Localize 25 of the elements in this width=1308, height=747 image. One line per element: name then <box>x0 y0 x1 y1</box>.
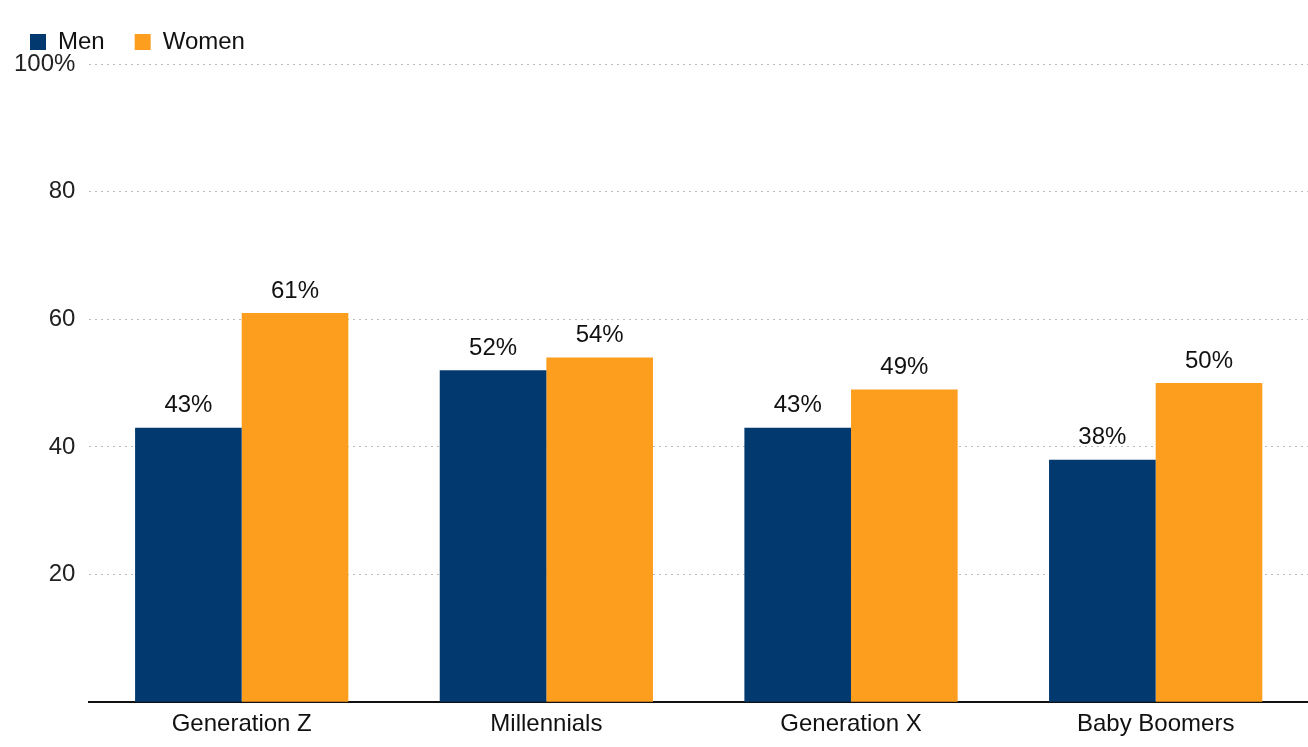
data-label: 54% <box>575 320 624 348</box>
bar <box>851 389 958 702</box>
bar <box>1049 459 1156 702</box>
y-tick-label: 80 <box>48 176 76 204</box>
y-tick-label: 20 <box>48 559 76 587</box>
bar <box>241 312 349 702</box>
x-tick-label: Millennials <box>490 709 603 737</box>
data-label: 43% <box>773 390 822 418</box>
bar <box>135 427 242 702</box>
x-tick-label: Generation X <box>780 709 922 737</box>
x-tick-label: Baby Boomers <box>1076 709 1235 737</box>
data-label: 49% <box>880 352 929 380</box>
legend-label: Women <box>162 26 245 54</box>
bar <box>1155 383 1263 702</box>
data-label: 50% <box>1184 345 1234 373</box>
bar <box>439 370 547 702</box>
data-label: 61% <box>271 275 320 303</box>
data-label: 52% <box>469 332 518 360</box>
data-label: 38% <box>1078 422 1127 450</box>
y-tick-label: 40 <box>48 431 76 459</box>
bar <box>546 357 653 702</box>
x-tick-label: Generation Z <box>171 709 312 737</box>
y-tick-label: 60 <box>48 303 76 331</box>
bar <box>744 427 852 702</box>
data-label: 43% <box>164 390 213 418</box>
